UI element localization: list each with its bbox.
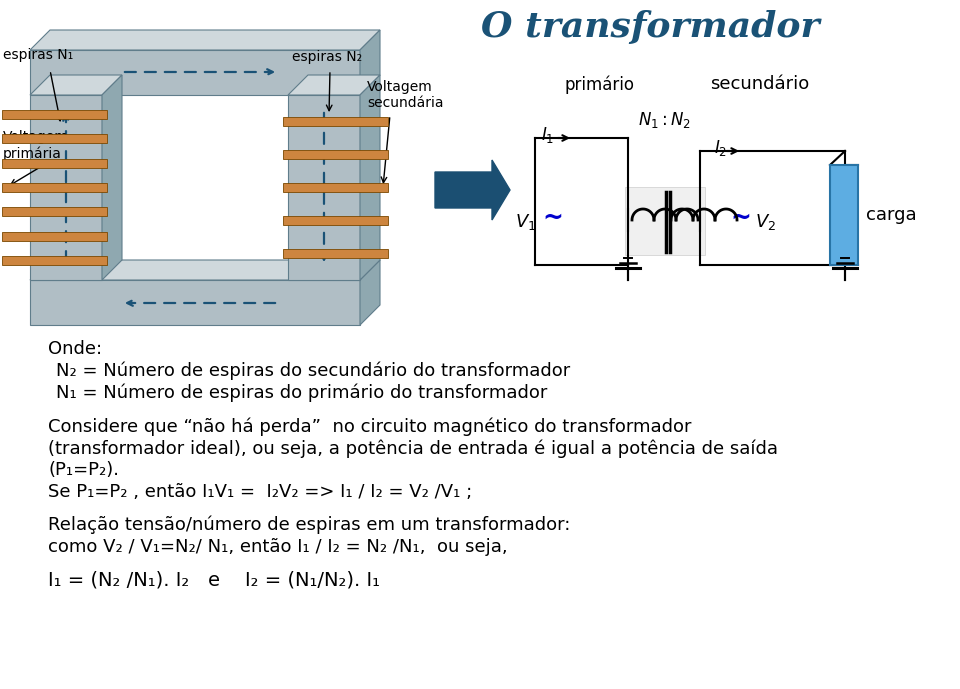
Bar: [2, 232, 107, 240]
Bar: [625, 187, 705, 255]
Bar: [2, 158, 107, 167]
Bar: [30, 50, 360, 95]
Text: primário: primário: [565, 75, 635, 94]
Text: espiras N₂: espiras N₂: [292, 50, 362, 64]
Bar: [2, 134, 107, 143]
Bar: [283, 150, 388, 159]
Polygon shape: [288, 75, 380, 95]
Text: ~: ~: [542, 206, 563, 230]
Text: Relação tensão/número de espiras em um transformador:: Relação tensão/número de espiras em um t…: [48, 516, 570, 535]
Text: $N_1 : N_2$: $N_1 : N_2$: [638, 110, 691, 130]
Text: (transformador ideal), ou seja, a potência de entrada é igual a potência de saíd: (transformador ideal), ou seja, a potênc…: [48, 439, 778, 457]
Text: espiras N₁: espiras N₁: [3, 48, 73, 62]
Bar: [2, 207, 107, 216]
Polygon shape: [102, 75, 122, 280]
Text: secundário: secundário: [710, 75, 809, 93]
Text: ~: ~: [730, 206, 751, 230]
Polygon shape: [30, 260, 380, 280]
Polygon shape: [360, 30, 380, 95]
Text: Se P₁=P₂ , então I₁V₁ =  I₂V₂ => I₁ / I₂ = V₂ /V₁ ;: Se P₁=P₂ , então I₁V₁ = I₂V₂ => I₁ / I₂ …: [48, 483, 472, 501]
Text: carga: carga: [866, 206, 917, 224]
Bar: [30, 280, 360, 325]
Bar: [283, 183, 388, 192]
Bar: [283, 249, 388, 258]
Bar: [2, 256, 107, 265]
Text: $I_2$: $I_2$: [714, 138, 727, 158]
Polygon shape: [30, 75, 122, 95]
Polygon shape: [360, 260, 380, 325]
Text: $V_2$: $V_2$: [755, 212, 776, 232]
Bar: [2, 183, 107, 192]
Text: $V_1$: $V_1$: [515, 212, 536, 232]
Text: Voltagem
secundária: Voltagem secundária: [367, 80, 444, 110]
Bar: [30, 95, 102, 280]
Text: N₂ = Número de espiras do secundário do transformador: N₂ = Número de espiras do secundário do …: [56, 362, 570, 380]
Text: N₁ = Número de espiras do primário do transformador: N₁ = Número de espiras do primário do tr…: [56, 384, 547, 402]
Text: como V₂ / V₁=N₂/ N₁, então I₁ / I₂ = N₂ /N₁,  ou seja,: como V₂ / V₁=N₂/ N₁, então I₁ / I₂ = N₂ …: [48, 538, 508, 556]
Text: Considere que “não há perda”  no circuito magnético do transformador: Considere que “não há perda” no circuito…: [48, 417, 691, 435]
Polygon shape: [435, 160, 510, 220]
Bar: [283, 117, 388, 126]
Bar: [2, 110, 107, 119]
Polygon shape: [30, 30, 380, 50]
Text: Voltagem
primária: Voltagem primária: [3, 130, 69, 161]
Bar: [830, 165, 858, 265]
Text: Onde:: Onde:: [48, 340, 102, 358]
Text: I₁ = (N₂ /N₁). I₂   e    I₂ = (N₁/N₂). I₁: I₁ = (N₂ /N₁). I₂ e I₂ = (N₁/N₂). I₁: [48, 571, 380, 590]
Text: $I_1$: $I_1$: [541, 125, 555, 145]
Text: O transformador: O transformador: [481, 10, 819, 44]
Bar: [283, 216, 388, 225]
Polygon shape: [360, 75, 380, 280]
Text: (P₁=P₂).: (P₁=P₂).: [48, 461, 119, 479]
Bar: [288, 95, 360, 280]
